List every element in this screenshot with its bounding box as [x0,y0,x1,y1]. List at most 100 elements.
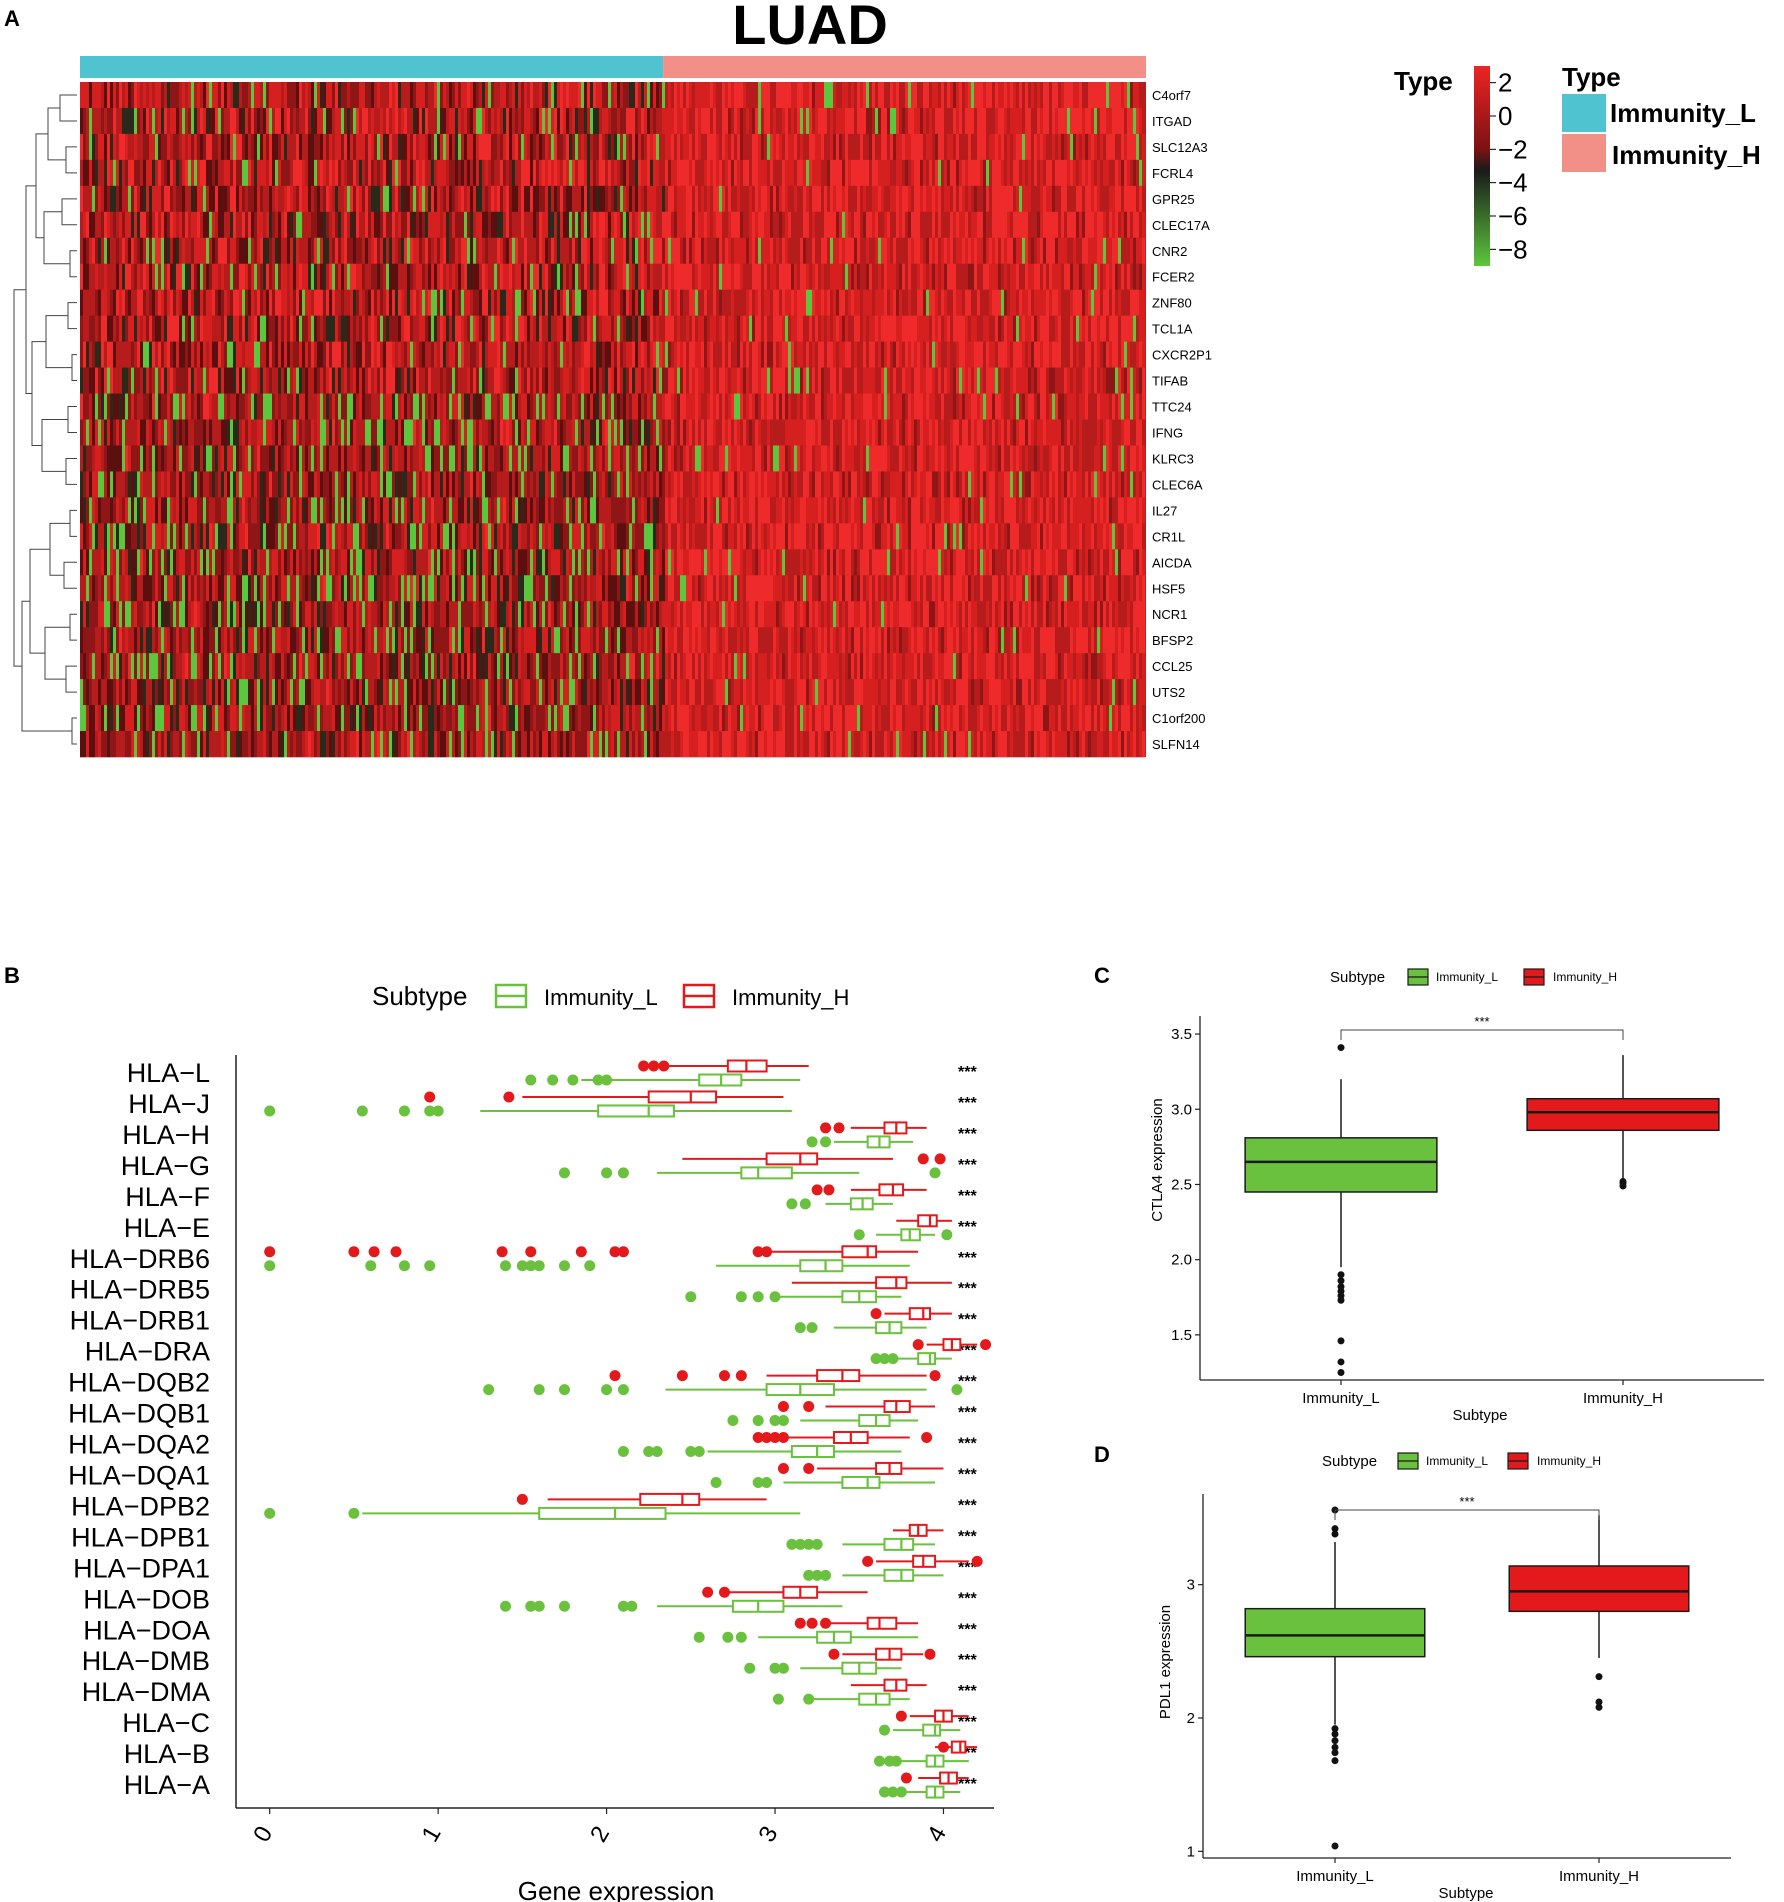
heatmap-cell [740,368,743,394]
heatmap-cell [302,160,305,186]
heatmap-cell [269,186,272,212]
heatmap-cell [368,212,371,238]
heatmap-cell [710,134,713,160]
heatmap-cell [557,238,560,264]
heatmap-cell [299,420,302,446]
heatmap-cell [983,82,986,108]
heatmap-cell [434,368,437,394]
heatmap-cell [932,264,935,290]
heatmap-cell [827,160,830,186]
heatmap-cell [122,82,125,108]
heatmap-cell [602,212,605,238]
heatmap-cell [503,108,506,134]
heatmap-cell [209,290,212,316]
heatmap-cell [1040,316,1043,342]
heatmap-cell [1052,160,1055,186]
heatmap-cell [1004,108,1007,134]
heatmap-cell [491,82,494,108]
heatmap-cell [980,160,983,186]
heatmap-cell [527,134,530,160]
heatmap-cell [947,290,950,316]
heatmap-cell [518,290,521,316]
heatmap-cell [1049,186,1052,212]
heatmap-cell [521,368,524,394]
heatmap-cell [788,238,791,264]
heatmap-cell [692,342,695,368]
heatmap-cell [143,108,146,134]
heatmap-cell [458,264,461,290]
heatmap-cell [800,134,803,160]
heatmap-cell [290,212,293,238]
heatmap-cell [593,82,596,108]
heatmap-cell [572,264,575,290]
heatmap-cell [146,368,149,394]
heatmap-cell [602,238,605,264]
heatmap-cell [881,342,884,368]
heatmap-cell [128,160,131,186]
heatmap-cell [137,82,140,108]
heatmap-cell [554,238,557,264]
heatmap-cell [287,420,290,446]
heatmap-cell [614,238,617,264]
heatmap-cell [416,134,419,160]
heatmap-cell [668,394,671,420]
heatmap-cell [578,238,581,264]
heatmap-cell [461,108,464,134]
heatmap-cell [887,212,890,238]
heatmap-cell [287,134,290,160]
heatmap-cell [254,212,257,238]
heatmap-cell [851,420,854,446]
heatmap-cell [932,82,935,108]
heatmap-cell [938,134,941,160]
heatmap-cell [260,186,263,212]
heatmap-cell [911,186,914,212]
heatmap-cell [488,316,491,342]
heatmap-cell [620,186,623,212]
heatmap-cell [290,108,293,134]
heatmap-cell [1073,212,1076,238]
heatmap-cell [629,212,632,238]
heatmap-cell [356,368,359,394]
heatmap-cell [608,368,611,394]
heatmap-cell [1004,290,1007,316]
heatmap-cell [1124,160,1127,186]
heatmap-cell [176,420,179,446]
heatmap-cell [1121,316,1124,342]
heatmap-cell [1013,134,1016,160]
heatmap-cell [266,316,269,342]
heatmap-cell [431,82,434,108]
heatmap-cell [848,134,851,160]
heatmap-cell [338,82,341,108]
heatmap-cell [311,316,314,342]
heatmap-cell [365,420,368,446]
heatmap-cell [737,368,740,394]
heatmap-cell [1040,108,1043,134]
heatmap-cell [842,290,845,316]
heatmap-cell [1115,368,1118,394]
heatmap-cell [290,134,293,160]
heatmap-cell [728,264,731,290]
heatmap-cell [215,82,218,108]
heatmap-cell [1013,316,1016,342]
heatmap-cell [284,160,287,186]
heatmap-cell [254,290,257,316]
heatmap-cell [1130,394,1133,420]
heatmap-cell [119,316,122,342]
heatmap-cell [767,316,770,342]
heatmap-cell [668,160,671,186]
heatmap-cell [947,420,950,446]
heatmap-cell [896,212,899,238]
heatmap-cell [974,316,977,342]
heatmap-cell [842,238,845,264]
heatmap-cell [1004,394,1007,420]
heatmap-cell [980,82,983,108]
heatmap-cell [794,160,797,186]
heatmap-cell [578,394,581,420]
heatmap-cell [659,394,662,420]
heatmap-cell [104,394,107,420]
heatmap-cell [299,238,302,264]
heatmap-cell [818,160,821,186]
heatmap-cell [812,238,815,264]
heatmap-cell [1001,342,1004,368]
heatmap-cell [113,342,116,368]
